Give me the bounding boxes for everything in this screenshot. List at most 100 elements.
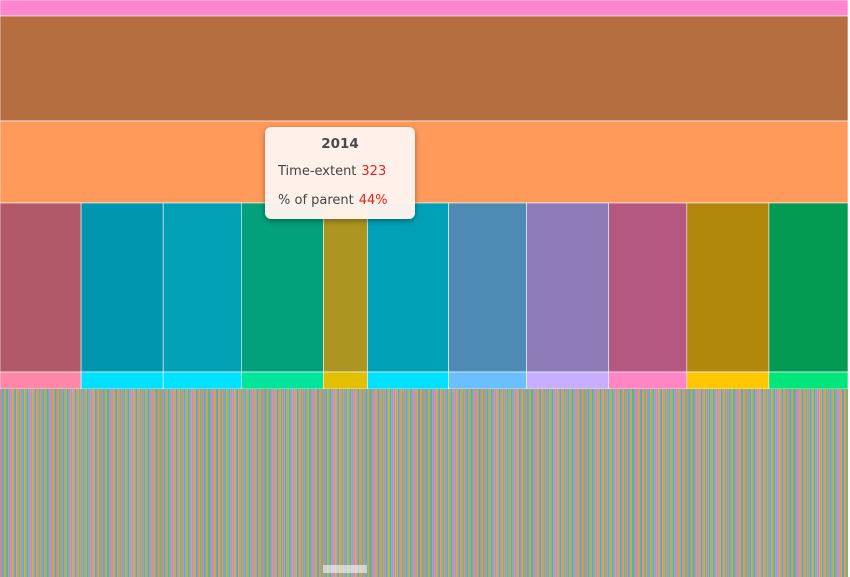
leaf-node[interactable]: [654, 389, 657, 577]
node-child-strip[interactable]: [526, 371, 610, 390]
leaf-node[interactable]: [508, 389, 511, 577]
leaf-node[interactable]: [611, 389, 614, 577]
leaf-node[interactable]: [500, 389, 503, 577]
leaf-node[interactable]: [520, 389, 523, 577]
leaf-node[interactable]: [753, 389, 756, 577]
leaf-node[interactable]: [383, 389, 386, 577]
leaf-node[interactable]: [34, 389, 37, 577]
leaf-node[interactable]: [567, 389, 570, 577]
leaf-node[interactable]: [294, 389, 297, 577]
leaf-node[interactable]: [70, 389, 73, 577]
node-child-strip[interactable]: [0, 371, 82, 390]
leaf-node[interactable]: [44, 389, 47, 577]
leaf-node[interactable]: [674, 389, 677, 577]
leaf-node[interactable]: [722, 389, 725, 577]
leaf-node[interactable]: [244, 389, 247, 577]
leaf-node[interactable]: [252, 389, 255, 577]
leaf-node[interactable]: [90, 389, 93, 577]
leaf-node[interactable]: [395, 389, 398, 577]
leaf-node[interactable]: [8, 389, 11, 577]
leaf-node[interactable]: [306, 389, 309, 577]
leaf-node[interactable]: [821, 389, 824, 577]
leaf-node[interactable]: [393, 389, 396, 577]
leaf-node[interactable]: [494, 389, 497, 577]
leaf-node[interactable]: [833, 389, 836, 577]
leaf-node[interactable]: [42, 389, 45, 577]
leaf-node[interactable]: [20, 389, 23, 577]
leaf-node[interactable]: [623, 389, 626, 577]
leaf-node[interactable]: [656, 389, 659, 577]
leaf-node[interactable]: [601, 389, 604, 577]
leaf-node[interactable]: [595, 389, 598, 577]
leaf-node[interactable]: [450, 389, 453, 577]
leaf-node[interactable]: [40, 389, 43, 577]
leaf-node[interactable]: [631, 389, 634, 577]
leaf-node[interactable]: [510, 389, 513, 577]
band-level-0[interactable]: [0, 0, 849, 17]
leaf-node[interactable]: [314, 389, 317, 577]
node-level-3-3[interactable]: [240, 202, 324, 373]
leaf-node[interactable]: [82, 389, 85, 577]
leaf-node[interactable]: [46, 389, 49, 577]
leaf-node[interactable]: [785, 389, 788, 577]
node-level-3-2[interactable]: [162, 202, 242, 373]
leaf-node[interactable]: [543, 389, 546, 577]
leaf-node[interactable]: [528, 389, 532, 577]
leaf-node[interactable]: [262, 389, 265, 577]
leaf-node[interactable]: [557, 389, 560, 577]
leaf-node[interactable]: [551, 389, 554, 577]
leaf-node[interactable]: [492, 389, 495, 577]
leaf-node[interactable]: [563, 389, 566, 577]
leaf-node[interactable]: [98, 389, 101, 577]
leaf-node[interactable]: [589, 389, 592, 577]
leaf-node[interactable]: [72, 389, 75, 577]
leaf-node[interactable]: [171, 389, 174, 577]
leaf-node[interactable]: [121, 389, 124, 577]
leaf-node[interactable]: [670, 389, 673, 577]
leaf-node[interactable]: [468, 389, 471, 577]
leaf-node[interactable]: [490, 389, 493, 577]
node-child-strip[interactable]: [768, 371, 849, 390]
leaf-node[interactable]: [573, 389, 576, 577]
leaf-node[interactable]: [385, 389, 388, 577]
leaf-node[interactable]: [581, 389, 584, 577]
leaf-node[interactable]: [337, 389, 340, 577]
leaf-node[interactable]: [102, 389, 105, 577]
leaf-node[interactable]: [183, 389, 186, 577]
leaf-node[interactable]: [147, 389, 150, 577]
node-child-strip[interactable]: [367, 371, 449, 390]
leaf-node[interactable]: [577, 389, 580, 577]
leaf-node[interactable]: [78, 389, 81, 577]
leaf-node[interactable]: [734, 389, 737, 577]
leaf-node[interactable]: [401, 389, 404, 577]
leaf-node[interactable]: [258, 389, 261, 577]
leaf-node[interactable]: [389, 389, 392, 577]
leaf-node[interactable]: [201, 389, 204, 577]
leaf-node[interactable]: [327, 389, 330, 577]
leaf-node[interactable]: [476, 389, 479, 577]
leaf-node[interactable]: [434, 389, 437, 577]
leaf-node[interactable]: [195, 389, 198, 577]
leaf-node[interactable]: [254, 389, 257, 577]
leaf-node[interactable]: [815, 389, 818, 577]
leaf-node[interactable]: [280, 389, 283, 577]
leaf-node[interactable]: [765, 389, 768, 577]
leaf-node[interactable]: [549, 389, 552, 577]
leaf-node[interactable]: [597, 389, 600, 577]
leaf-node[interactable]: [12, 389, 15, 577]
leaf-node[interactable]: [104, 389, 108, 577]
leaf-node[interactable]: [672, 389, 675, 577]
leaf-node[interactable]: [547, 389, 550, 577]
leaf-node[interactable]: [80, 389, 83, 577]
leaf-node[interactable]: [436, 389, 439, 577]
leaf-node[interactable]: [781, 389, 784, 577]
leaf-node[interactable]: [4, 389, 7, 577]
leaf-node[interactable]: [533, 389, 536, 577]
leaf-node[interactable]: [36, 389, 39, 577]
leaf-node[interactable]: [684, 389, 687, 577]
leaf-node[interactable]: [456, 389, 459, 577]
leaf-node[interactable]: [512, 389, 515, 577]
leaf-node[interactable]: [179, 389, 182, 577]
leaf-node[interactable]: [462, 389, 465, 577]
leaf-node[interactable]: [199, 389, 202, 577]
